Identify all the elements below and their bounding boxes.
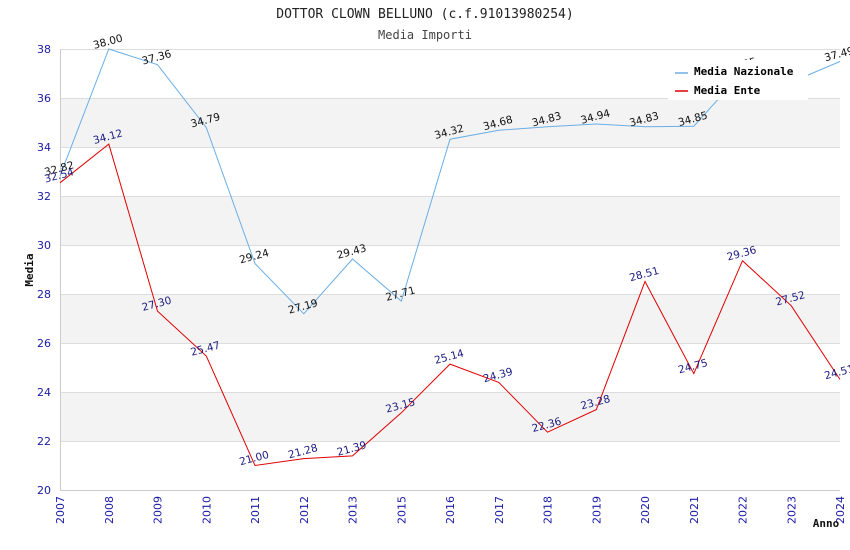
data-label-ente: 25.14: [433, 347, 465, 366]
legend: Media Nazionale Media Ente: [668, 60, 808, 100]
legend-label-ente: Media Ente: [694, 84, 761, 97]
x-tick-label: 2019: [590, 496, 603, 524]
x-tick-label: 2020: [639, 496, 652, 524]
data-label-ente: 28.51: [628, 265, 660, 284]
grid-lines: [60, 49, 840, 491]
y-tick-label: 38: [37, 43, 51, 56]
legend-box: [668, 60, 808, 100]
x-tick-label: 2010: [200, 496, 213, 524]
data-label-ente: 21.00: [238, 449, 270, 468]
y-tick-label: 20: [37, 484, 51, 497]
x-tick-label: 2024: [834, 496, 847, 524]
x-tick-label: 2023: [785, 496, 798, 524]
chart-title: DOTTOR CLOWN BELLUNO (c.f.91013980254): [276, 7, 573, 22]
x-tick-label: 2015: [395, 496, 408, 524]
x-tick-label: 2017: [493, 496, 506, 524]
x-tick-label: 2007: [54, 496, 67, 524]
series-line-ente: [59, 143, 841, 467]
data-label-ente: 24.75: [677, 357, 709, 376]
y-tick-label: 24: [37, 386, 51, 399]
y-tick-label: 28: [37, 288, 51, 301]
x-tick-label: 2011: [249, 496, 262, 524]
grid-band: [60, 294, 840, 343]
x-tick-label: 2009: [152, 496, 165, 524]
grid-bands: [60, 98, 840, 441]
series-line-nazionale: [59, 48, 841, 315]
y-tick-label: 34: [37, 141, 51, 154]
x-tick-label: 2022: [737, 496, 750, 524]
x-tick-labels: 2007 2008 2009 2010 2011 2012 2013 2015 2016 2017…: [54, 496, 847, 524]
chart-subtitle: Media Importi: [378, 28, 472, 42]
y-tick-label: 32: [37, 190, 51, 203]
y-axis-title: Media: [23, 253, 36, 286]
x-tick-label: 2012: [298, 496, 311, 524]
data-label-ente: 29.36: [726, 244, 758, 263]
x-tick-label: 2021: [688, 496, 701, 524]
x-tick-label: 2013: [347, 496, 360, 524]
grid-band: [60, 392, 840, 441]
y-tick-label: 26: [37, 337, 51, 350]
x-tick-label: 2018: [542, 496, 555, 524]
x-axis-title: Anno: [813, 517, 840, 530]
data-label-nazionale: 38.00: [92, 32, 124, 51]
data-label-nazionale: 37.49: [823, 45, 850, 64]
grid-band: [60, 196, 840, 245]
data-label-nazionale: 29.24: [238, 247, 270, 266]
data-label-ente: 24.51: [823, 363, 850, 382]
axes: [60, 49, 840, 491]
series-lines: [59, 48, 841, 467]
x-tick-label: 2008: [103, 496, 116, 524]
legend-label-nazionale: Media Nazionale: [694, 65, 794, 78]
y-tick-label: 22: [37, 435, 51, 448]
x-tick-label: 2016: [444, 496, 457, 524]
y-tick-label: 30: [37, 239, 51, 252]
y-tick-label: 36: [37, 92, 51, 105]
y-tick-labels: 20 22 24 26 28 30 32 34 36 38: [37, 43, 51, 497]
